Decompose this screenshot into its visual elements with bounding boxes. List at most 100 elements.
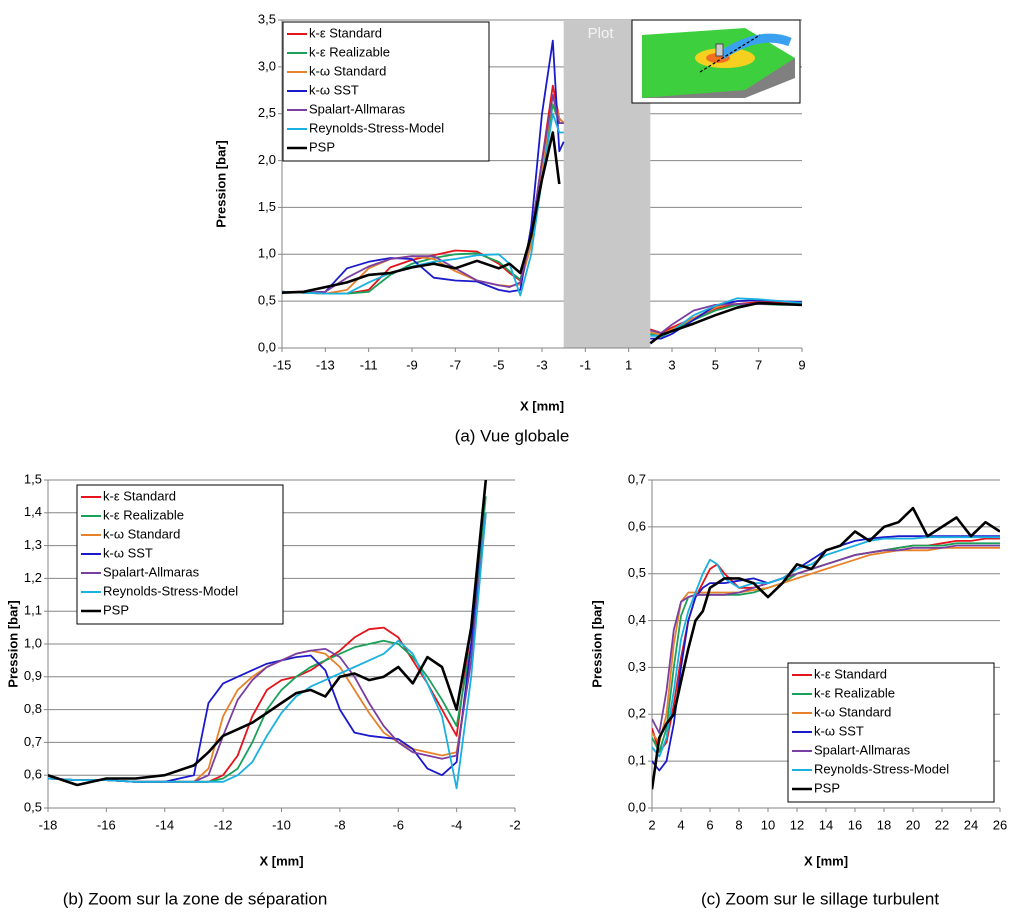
legend-label: k-ε Standard <box>309 25 382 40</box>
y-tick-label: 0,5 <box>628 565 646 580</box>
legend-label: PSP <box>103 602 129 617</box>
x-tick-label: 8 <box>735 817 742 832</box>
x-tick-label: -8 <box>334 817 346 832</box>
y-tick-label: 1,1 <box>24 603 42 618</box>
y-tick-label: 0,7 <box>24 734 42 749</box>
legend-label: k-ε Standard <box>103 488 176 503</box>
series-line <box>652 547 1000 744</box>
x-tick-label: 6 <box>706 817 713 832</box>
x-tick-label: -11 <box>360 357 378 372</box>
y-tick-label: 0,5 <box>24 799 42 814</box>
caption: (c) Zoom sur le sillage turbulent <box>701 889 939 908</box>
x-axis-label: X [mm] <box>804 853 848 868</box>
inset-image <box>631 19 801 104</box>
x-tick-label: -1 <box>580 357 592 372</box>
legend: k-ε Standard k-ε Realizable k-ω Standard k-… <box>282 21 490 162</box>
legend-label: k-ω SST <box>814 723 864 738</box>
y-tick-label: 0,4 <box>628 612 646 627</box>
y-tick-label: 0,1 <box>628 753 646 768</box>
x-axis-label: X [mm] <box>520 398 564 413</box>
x-tick-label: -13 <box>316 357 335 372</box>
legend: k-ε Standard k-ε Realizable k-ω Standard k-… <box>787 662 995 803</box>
y-axis-label: Pression [bar] <box>589 600 604 687</box>
legend-label: k-ε Realizable <box>309 44 390 59</box>
caption: (a) Vue globale <box>455 426 570 445</box>
y-tick-label: 0,3 <box>628 659 646 674</box>
y-tick-label: 1,5 <box>24 471 42 486</box>
series-line <box>48 479 488 787</box>
legend-label: k-ω Standard <box>103 526 180 541</box>
x-tick-label: -2 <box>509 817 521 832</box>
y-tick-label: 0,5 <box>258 293 276 308</box>
x-tick-label: 22 <box>935 817 949 832</box>
y-tick-label: 1,2 <box>24 570 42 585</box>
legend-label: Reynolds-Stress-Model <box>814 761 949 776</box>
legend-label: k-ε Standard <box>814 666 887 681</box>
y-tick-label: 1,4 <box>24 504 42 519</box>
x-tick-label: 1 <box>625 357 632 372</box>
legend-label: PSP <box>309 139 335 154</box>
y-tick-label: 0,8 <box>24 701 42 716</box>
x-tick-label: -6 <box>392 817 404 832</box>
x-tick-label: 18 <box>877 817 891 832</box>
x-tick-label: 9 <box>798 357 805 372</box>
x-tick-label: -9 <box>406 357 418 372</box>
x-tick-label: -7 <box>450 357 462 372</box>
series-line <box>282 131 802 345</box>
x-tick-label: 26 <box>993 817 1007 832</box>
series-line <box>652 542 1000 753</box>
x-tick-label: -10 <box>272 817 291 832</box>
series-line <box>652 506 1000 790</box>
legend-label: k-ω Standard <box>814 704 891 719</box>
legend-label: k-ω SST <box>309 82 359 97</box>
x-tick-label: 16 <box>848 817 862 832</box>
y-tick-label: 0,0 <box>628 799 646 814</box>
x-tick-label: -15 <box>273 357 292 372</box>
legend-label: Spalart-Allmaras <box>814 742 911 757</box>
legend-label: k-ε Realizable <box>814 685 895 700</box>
x-tick-label: 20 <box>906 817 920 832</box>
y-tick-label: 0,2 <box>628 706 646 721</box>
y-axis-label: Pression [bar] <box>5 600 20 687</box>
legend-label: k-ε Realizable <box>103 507 184 522</box>
caption: (b) Zoom sur la zone de séparation <box>63 889 328 908</box>
legend-box <box>76 484 284 625</box>
x-axis-label: X [mm] <box>259 853 303 868</box>
legend-box <box>787 662 995 803</box>
y-tick-label: 1,5 <box>258 199 276 214</box>
x-tick-label: -12 <box>214 817 233 832</box>
y-tick-label: 0,0 <box>258 339 276 354</box>
x-tick-label: 3 <box>668 357 675 372</box>
legend-label: PSP <box>814 780 840 795</box>
x-tick-label: 24 <box>964 817 978 832</box>
x-tick-label: -3 <box>536 357 548 372</box>
legend-label: k-ω SST <box>103 545 153 560</box>
x-tick-label: 10 <box>761 817 775 832</box>
legend-label: Spalart-Allmaras <box>309 101 406 116</box>
legend-label: k-ω Standard <box>309 63 386 78</box>
series-line <box>652 544 1000 734</box>
y-tick-label: 2,5 <box>258 105 276 120</box>
x-tick-label: 2 <box>648 817 655 832</box>
y-tick-label: 2,0 <box>258 152 276 167</box>
annotation: Plot <box>588 25 615 42</box>
legend-label: Spalart-Allmaras <box>103 564 200 579</box>
x-tick-label: 5 <box>712 357 719 372</box>
y-tick-label: 0,6 <box>24 767 42 782</box>
x-tick-label: 7 <box>755 357 762 372</box>
legend-box <box>282 21 490 162</box>
x-tick-label: -18 <box>39 817 58 832</box>
y-tick-label: 0,7 <box>628 471 646 486</box>
y-tick-label: 1,3 <box>24 537 42 552</box>
legend: k-ε Standard k-ε Realizable k-ω Standard k-… <box>76 484 284 625</box>
x-tick-label: -14 <box>155 817 174 832</box>
y-tick-label: 3,0 <box>258 58 276 73</box>
x-tick-label: 14 <box>819 817 833 832</box>
x-tick-label: 12 <box>790 817 804 832</box>
y-tick-label: 3,5 <box>258 11 276 26</box>
legend-label: Reynolds-Stress-Model <box>309 120 444 135</box>
legend-label: Reynolds-Stress-Model <box>103 583 238 598</box>
x-tick-label: 4 <box>677 817 684 832</box>
series-line <box>48 479 487 783</box>
